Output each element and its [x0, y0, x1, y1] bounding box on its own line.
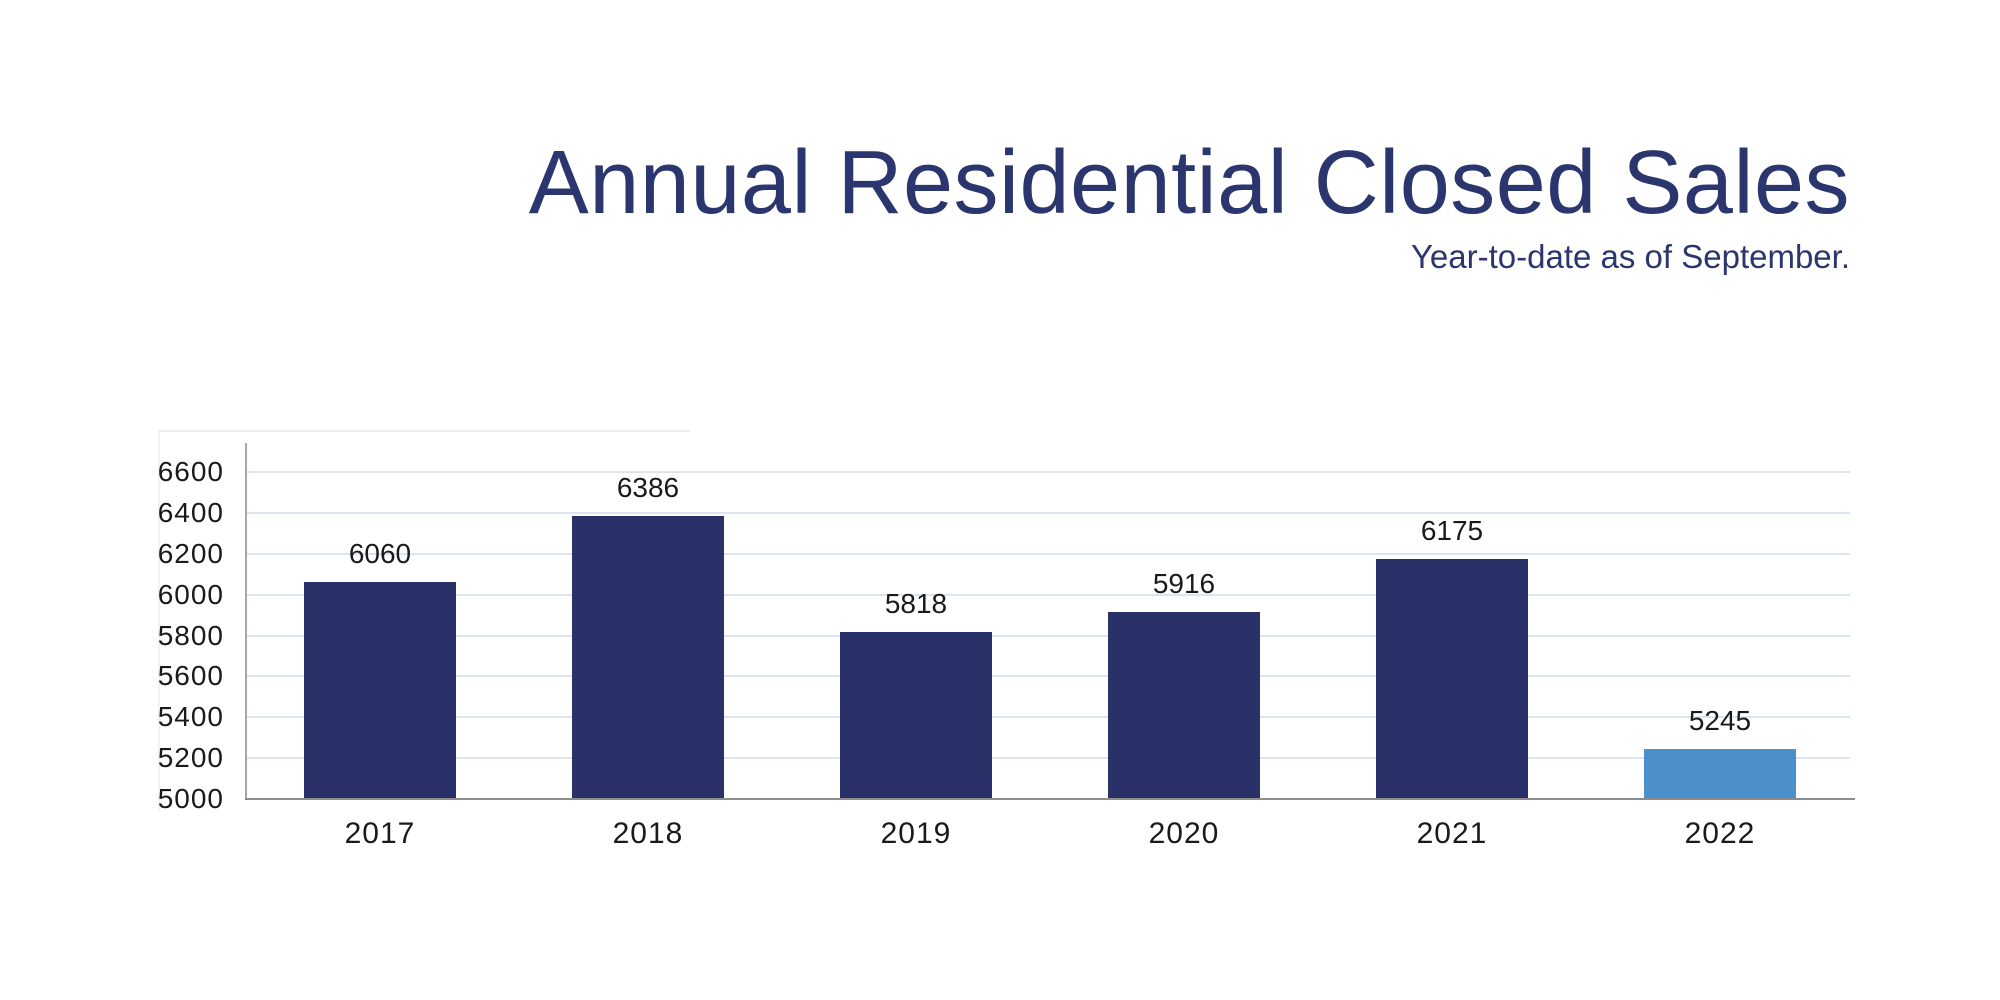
bar-value-label: 6175 [1420, 514, 1484, 546]
gridline [246, 471, 1850, 473]
y-tick-label: 6000 [157, 578, 224, 610]
bar-value-label: 5818 [884, 587, 948, 619]
bar-value-label: 6386 [616, 471, 680, 503]
chart-title: Annual Residential Closed Sales [528, 133, 1850, 233]
chart-subtitle: Year-to-date as of September. [1410, 238, 1850, 275]
bar-2018 [572, 515, 724, 798]
y-tick-label: 5200 [157, 742, 224, 774]
bar-2021 [1376, 558, 1528, 798]
bar-value-label: 5245 [1688, 704, 1752, 736]
gridline [246, 716, 1850, 719]
y-tick-label: 6600 [157, 456, 224, 487]
y-tick-label: 5400 [157, 701, 224, 733]
bar-value-label: 6060 [348, 538, 412, 570]
y-tick-label: 6400 [157, 496, 224, 528]
x-tick-label: 2022 [1684, 817, 1756, 850]
y-axis-line [245, 443, 247, 800]
panel-edge-artifact-top [158, 430, 690, 432]
gridline [246, 675, 1850, 678]
x-tick-label: 2018 [612, 817, 684, 850]
x-tick-label: 2020 [1148, 817, 1220, 850]
x-tick-label: 2021 [1416, 817, 1488, 850]
bar-2022 [1644, 748, 1796, 798]
gridline [246, 552, 1850, 555]
bar-2019 [840, 631, 992, 798]
panel-edge-artifact-left [158, 430, 160, 812]
gridline [246, 634, 1850, 637]
y-tick-label: 5600 [157, 660, 224, 692]
bar-value-label: 5916 [1152, 567, 1216, 599]
gridline [246, 593, 1850, 596]
gridline [246, 511, 1850, 514]
bar-2020 [1108, 611, 1260, 798]
y-tick-label: 5000 [157, 783, 224, 814]
x-tick-label: 2017 [344, 817, 416, 850]
y-tick-label: 6200 [157, 537, 224, 569]
x-tick-label: 2019 [880, 817, 952, 850]
gridline [246, 757, 1850, 760]
y-tick-label: 5800 [157, 619, 224, 651]
x-axis-line [245, 798, 1855, 800]
bar-2017 [304, 582, 456, 798]
